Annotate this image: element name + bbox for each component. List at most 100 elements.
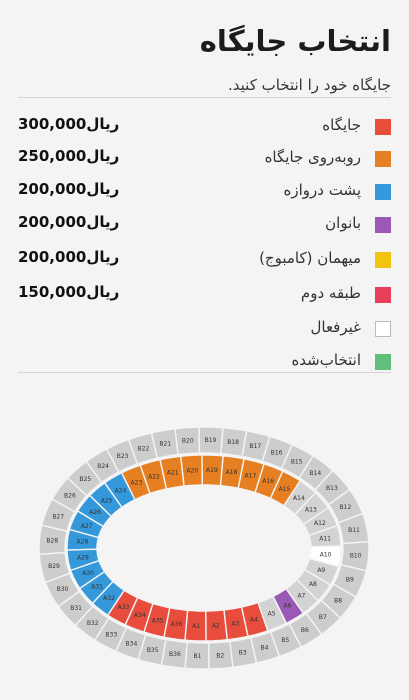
section-b24[interactable]: B24 <box>85 448 120 484</box>
section-b35[interactable]: B35 <box>137 633 167 667</box>
section-shape[interactable] <box>91 580 126 617</box>
section-b10[interactable]: B10 <box>340 540 370 572</box>
section-b21[interactable]: B21 <box>150 428 179 460</box>
section-shape[interactable] <box>103 471 136 509</box>
section-shape[interactable] <box>298 454 334 491</box>
section-shape[interactable] <box>150 428 179 460</box>
section-a29[interactable]: A29 <box>66 548 100 572</box>
section-shape[interactable] <box>74 605 110 642</box>
section-shape[interactable] <box>174 426 201 456</box>
section-shape[interactable] <box>288 612 323 648</box>
section-b6[interactable]: B6 <box>288 612 323 648</box>
section-shape[interactable] <box>160 638 188 670</box>
section-shape[interactable] <box>308 545 342 568</box>
section-shape[interactable] <box>44 572 81 608</box>
section-shape[interactable] <box>179 454 203 487</box>
section-shape[interactable] <box>40 498 76 533</box>
section-a19[interactable]: A19 <box>201 454 224 487</box>
section-shape[interactable] <box>76 494 113 528</box>
section-shape[interactable] <box>269 470 302 507</box>
section-shape[interactable] <box>66 460 103 497</box>
section-shape[interactable] <box>229 636 258 668</box>
section-shape[interactable] <box>66 528 100 551</box>
section-b27[interactable]: B27 <box>40 498 76 533</box>
section-shape[interactable] <box>93 617 128 653</box>
section-a1[interactable]: A1 <box>184 609 207 642</box>
section-a27[interactable]: A27 <box>68 510 105 539</box>
section-shape[interactable] <box>38 551 71 584</box>
section-a15[interactable]: A15 <box>269 470 302 507</box>
section-b19[interactable]: B19 <box>198 426 224 455</box>
section-shape[interactable] <box>280 443 315 479</box>
section-a14[interactable]: A14 <box>282 479 317 516</box>
section-b5[interactable]: B5 <box>269 622 303 658</box>
section-shape[interactable] <box>302 506 339 537</box>
section-a4[interactable]: A4 <box>240 601 269 638</box>
section-a13[interactable]: A13 <box>293 491 330 526</box>
section-a10[interactable]: A10 <box>308 545 342 568</box>
section-a22[interactable]: A22 <box>139 458 168 495</box>
section-b29[interactable]: B29 <box>38 551 71 584</box>
section-b7[interactable]: B7 <box>305 599 342 636</box>
section-a26[interactable]: A26 <box>76 494 113 528</box>
section-shape[interactable] <box>223 606 249 641</box>
section-a6[interactable]: A6 <box>272 587 305 625</box>
section-shape[interactable] <box>159 455 185 490</box>
section-b13[interactable]: B13 <box>314 469 351 506</box>
section-b30[interactable]: B30 <box>44 572 81 608</box>
section-a12[interactable]: A12 <box>302 506 339 537</box>
section-a32[interactable]: A32 <box>91 580 126 617</box>
section-a36[interactable]: A36 <box>163 606 189 641</box>
section-b2[interactable]: B2 <box>207 640 234 670</box>
section-shape[interactable] <box>340 540 370 572</box>
section-b28[interactable]: B28 <box>38 524 68 556</box>
section-a31[interactable]: A31 <box>78 570 115 605</box>
section-shape[interactable] <box>143 602 171 639</box>
section-shape[interactable] <box>106 589 139 626</box>
section-a11[interactable]: A11 <box>308 524 342 548</box>
section-b3[interactable]: B3 <box>229 636 258 668</box>
section-shape[interactable] <box>85 448 120 484</box>
section-a25[interactable]: A25 <box>88 481 123 518</box>
section-shape[interactable] <box>249 631 281 664</box>
section-a24[interactable]: A24 <box>103 471 136 509</box>
section-shape[interactable] <box>137 633 167 667</box>
section-shape[interactable] <box>314 469 351 506</box>
section-shape[interactable] <box>120 464 151 501</box>
section-shape[interactable] <box>57 590 94 627</box>
section-shape[interactable] <box>68 510 105 539</box>
section-b34[interactable]: B34 <box>114 626 147 661</box>
section-shape[interactable] <box>205 609 229 642</box>
section-shape[interactable] <box>282 479 317 516</box>
section-shape[interactable] <box>269 622 303 658</box>
section-shape[interactable] <box>207 640 234 670</box>
section-shape[interactable] <box>332 563 368 598</box>
section-shape[interactable] <box>220 426 248 458</box>
section-shape[interactable] <box>114 626 147 661</box>
section-b36[interactable]: B36 <box>160 638 188 670</box>
section-shape[interactable] <box>38 524 68 556</box>
section-b12[interactable]: B12 <box>327 488 364 524</box>
section-b4[interactable]: B4 <box>249 631 281 664</box>
section-shape[interactable] <box>308 524 342 548</box>
section-b9[interactable]: B9 <box>332 563 368 598</box>
section-shape[interactable] <box>241 429 271 463</box>
section-a5[interactable]: A5 <box>257 595 288 632</box>
section-shape[interactable] <box>88 481 123 518</box>
section-a20[interactable]: A20 <box>179 454 203 487</box>
section-a23[interactable]: A23 <box>120 464 151 501</box>
section-b14[interactable]: B14 <box>298 454 334 491</box>
section-shape[interactable] <box>69 559 106 590</box>
section-a30[interactable]: A30 <box>69 559 106 590</box>
section-shape[interactable] <box>66 548 100 572</box>
section-b31[interactable]: B31 <box>57 590 94 627</box>
section-shape[interactable] <box>105 438 139 474</box>
section-shape[interactable] <box>201 454 224 487</box>
section-a2[interactable]: A2 <box>205 609 229 642</box>
section-shape[interactable] <box>293 491 330 526</box>
section-a9[interactable]: A9 <box>303 557 340 586</box>
section-shape[interactable] <box>219 455 245 490</box>
section-b23[interactable]: B23 <box>105 438 139 474</box>
section-b32[interactable]: B32 <box>74 605 110 642</box>
section-b25[interactable]: B25 <box>66 460 103 497</box>
